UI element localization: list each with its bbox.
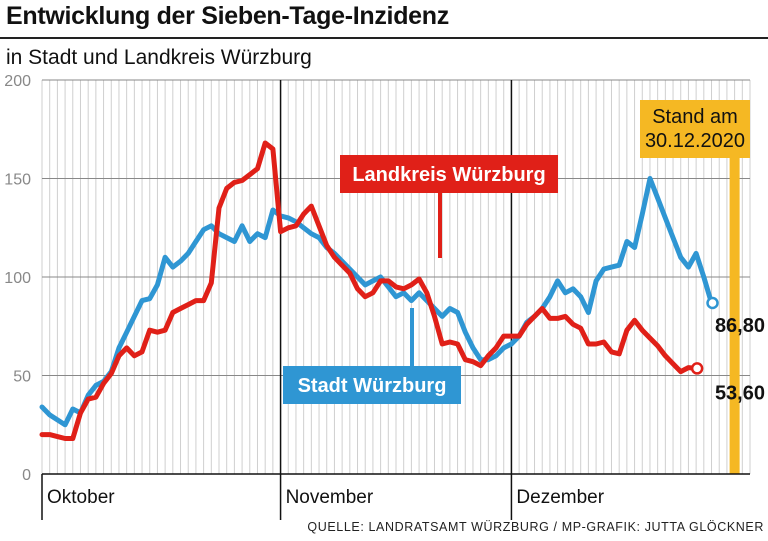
series-line-landkreis	[39, 140, 699, 441]
y-tick-label: 100	[4, 270, 31, 287]
stand-label-line: 30.12.2020	[645, 130, 745, 152]
end-value-landkreis: 53,60	[715, 382, 765, 404]
series-label-stadt: Stadt Würzburg	[298, 375, 447, 397]
y-tick-label: 200	[4, 73, 31, 90]
stand-label-line: Stand am	[652, 106, 738, 128]
title-rule	[0, 37, 768, 39]
y-tick-label: 0	[22, 467, 31, 484]
series-line-stadt	[39, 176, 714, 428]
callout-box-landkreis	[340, 155, 558, 193]
end-marker-landkreis	[690, 362, 704, 375]
y-tick-label: 150	[4, 172, 31, 189]
callout-box-stadt	[283, 366, 461, 404]
month-label: Dezember	[516, 487, 604, 508]
end-marker-stadt	[706, 296, 719, 310]
chart-title: Entwicklung der Sieben-Tage-Inzidenz	[6, 2, 449, 30]
source-credit: QUELLE: LANDRATSAMT WÜRZBURG / MP-GRAFIK…	[307, 520, 764, 534]
stand-label-box	[640, 100, 750, 158]
grid-lines	[41, 79, 751, 475]
stand-marker-bar	[729, 128, 740, 474]
month-label: Oktober	[47, 487, 115, 508]
series-label-landkreis: Landkreis Würzburg	[352, 164, 545, 186]
y-tick-label: 50	[13, 369, 31, 386]
month-label: November	[286, 487, 374, 508]
end-value-stadt: 86,80	[715, 315, 765, 337]
chart-subtitle: in Stadt und Landkreis Würzburg	[6, 46, 312, 69]
